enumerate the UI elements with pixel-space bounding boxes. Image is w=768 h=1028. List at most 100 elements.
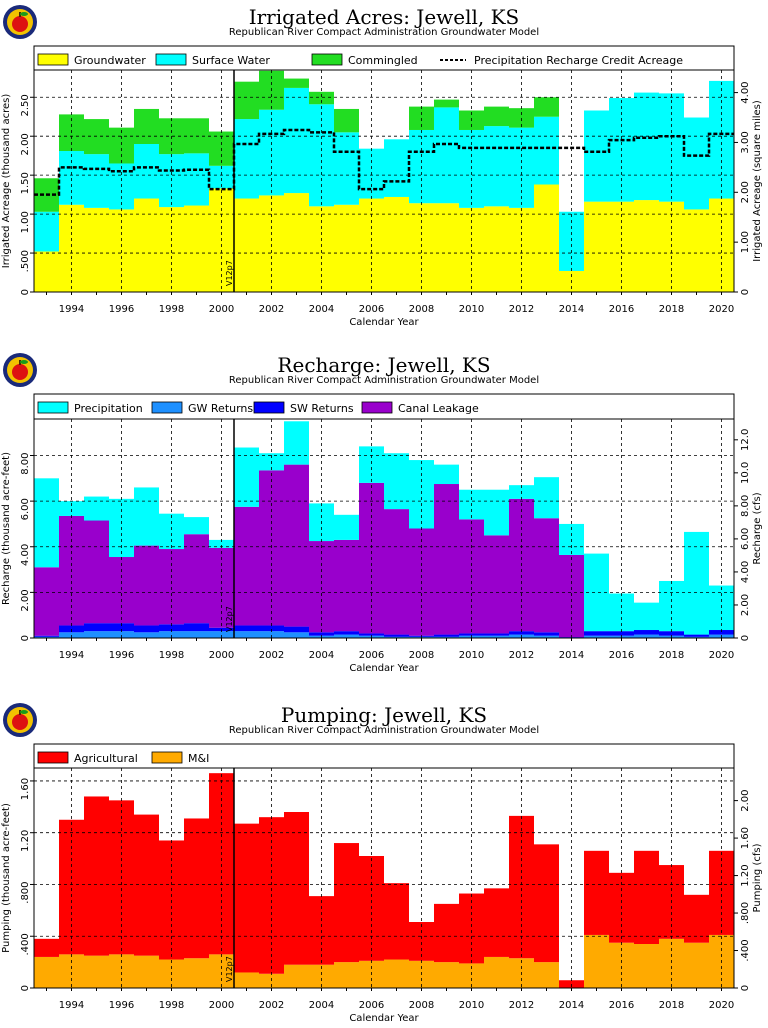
chart-subtitle: Republican River Compact Administration … — [229, 27, 539, 38]
x-tick-label: 1996 — [109, 304, 134, 315]
bar-segment — [534, 117, 559, 185]
x-tick-label: 2012 — [509, 650, 534, 661]
x-tick-label: 2006 — [359, 650, 384, 661]
x-tick-label: 2010 — [459, 1000, 484, 1011]
legend-label: Commingled — [348, 54, 418, 67]
y-tick-label-right: 8.00 — [740, 495, 751, 517]
bar-segment — [584, 851, 609, 935]
bar-segment — [134, 109, 159, 144]
x-tick-label: 2018 — [659, 650, 684, 661]
bar-segment — [484, 633, 509, 635]
y-tick-label-right: 6.00 — [740, 528, 751, 550]
y-tick-label: 8.00 — [20, 453, 31, 475]
legend-label: Surface Water — [192, 54, 270, 67]
legend-swatch — [362, 402, 392, 413]
bar-segment — [384, 960, 409, 988]
x-tick-label: 1996 — [109, 1000, 134, 1011]
bar-segment — [334, 843, 359, 962]
y-tick-label-right: 2.00 — [740, 594, 751, 616]
legend-label: M&I — [188, 752, 209, 765]
bar-segment — [284, 965, 309, 988]
bar-segment — [434, 484, 459, 635]
bar-segment — [184, 958, 209, 988]
x-tick-label: 2010 — [459, 304, 484, 315]
bar-segment — [84, 154, 109, 208]
x-tick-label: 2008 — [409, 650, 434, 661]
bar-segment — [34, 636, 59, 637]
bar-segment — [284, 79, 309, 88]
logo-apple — [12, 714, 28, 730]
bar-segment — [159, 207, 184, 292]
bar-segment — [684, 943, 709, 988]
model-version-label: V12p7 — [225, 956, 234, 982]
bar-segment — [184, 623, 209, 631]
y-tick-label: 6.00 — [20, 498, 31, 520]
legend-label: Precipitation Recharge Credit Acreage — [474, 54, 683, 67]
bar-segment — [684, 118, 709, 210]
y-tick-label: 0 — [20, 985, 31, 991]
bar-segment — [334, 540, 359, 631]
bar-segment — [234, 448, 259, 507]
x-tick-label: 1996 — [109, 650, 134, 661]
x-tick-label: 2008 — [409, 304, 434, 315]
y-tick-label: 1.60 — [20, 778, 31, 800]
legend-label: Agricultural — [74, 752, 138, 765]
bar-segment — [84, 623, 109, 631]
y-tick-label: .800 — [20, 881, 31, 903]
bar-segment — [334, 205, 359, 292]
bar-segment — [234, 625, 259, 631]
legend-swatch — [312, 54, 342, 65]
bar-segment — [334, 109, 359, 132]
x-tick-label: 1994 — [59, 1000, 84, 1011]
x-axis-label: Calendar Year — [349, 317, 419, 328]
x-tick-label: 2016 — [609, 650, 634, 661]
bar-segment — [134, 632, 159, 638]
bar-segment — [59, 820, 84, 955]
bar-segment — [409, 460, 434, 528]
bar-segment — [284, 193, 309, 292]
x-tick-label: 2020 — [709, 650, 734, 661]
bar-segment — [334, 635, 359, 638]
x-tick-label: 2000 — [209, 304, 234, 315]
logo-apple-leaf — [20, 12, 28, 16]
legend-label: Precipitation — [74, 402, 143, 415]
chart-legend: Groundwater Surface Water Commingled Precip… — [38, 54, 683, 67]
y-tick-label-right: 4.00 — [740, 561, 751, 583]
bar-segment — [184, 534, 209, 623]
legend-swatch — [38, 402, 68, 413]
bar-segment — [84, 521, 109, 624]
y-tick-label: 1.00 — [20, 211, 31, 233]
y-tick-label: 0 — [20, 289, 31, 295]
bar-segment — [434, 203, 459, 292]
x-tick-label: 2016 — [609, 304, 634, 315]
model-version-label: V12p7 — [225, 606, 234, 632]
bar-segment — [684, 635, 709, 637]
bar-segment — [534, 477, 559, 518]
bar-segment — [684, 532, 709, 635]
bar-segment — [34, 478, 59, 567]
bar-segment — [459, 894, 484, 964]
legend-label: Groundwater — [74, 54, 146, 67]
bar-segment — [484, 957, 509, 988]
y-axis-label-right: Pumping (cfs) — [752, 843, 763, 912]
chart-title: Pumping: Jewell, KS — [281, 703, 487, 727]
bar-segment — [234, 507, 259, 626]
x-tick-label: 2006 — [359, 1000, 384, 1011]
x-tick-label: 2020 — [709, 304, 734, 315]
apple-logo-icon — [3, 5, 37, 39]
x-tick-label: 2016 — [609, 1000, 634, 1011]
bar-segment — [234, 199, 259, 292]
bar-segment — [634, 635, 659, 638]
y-tick-label: 0 — [20, 635, 31, 641]
y-tick-label-right: .800 — [740, 902, 751, 924]
bar-segment — [534, 962, 559, 988]
legend-label: SW Returns — [290, 402, 354, 415]
x-tick-label: 1998 — [159, 304, 184, 315]
model-version-label: V12p7 — [225, 260, 234, 286]
bar-segment — [59, 205, 84, 292]
